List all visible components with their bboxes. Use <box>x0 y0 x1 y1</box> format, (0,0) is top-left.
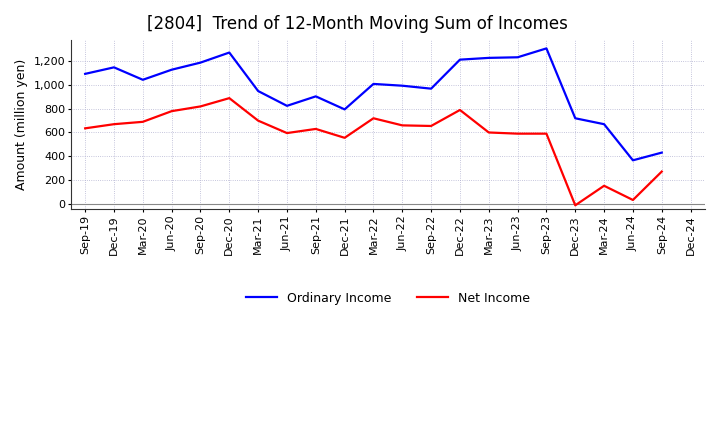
Net Income <box>109 121 118 127</box>
Ordinary Income <box>542 46 551 51</box>
Line: Net Income: Net Income <box>85 98 662 205</box>
Net Income <box>225 95 233 101</box>
Net Income <box>81 126 89 131</box>
Ordinary Income <box>398 83 407 88</box>
Ordinary Income <box>571 116 580 121</box>
Net Income <box>196 104 204 109</box>
Net Income <box>283 130 292 136</box>
Net Income <box>485 130 493 135</box>
Net Income <box>657 169 666 174</box>
Net Income <box>427 123 436 128</box>
Ordinary Income <box>485 55 493 61</box>
Net Income <box>167 109 176 114</box>
Net Income <box>600 183 608 188</box>
Ordinary Income <box>629 158 637 163</box>
Ordinary Income <box>427 86 436 92</box>
Ordinary Income <box>254 88 263 94</box>
Net Income <box>398 123 407 128</box>
Net Income <box>542 131 551 136</box>
Ordinary Income <box>369 81 378 87</box>
Ordinary Income <box>167 67 176 72</box>
Net Income <box>254 118 263 123</box>
Text: [2804]  Trend of 12-Month Moving Sum of Incomes: [2804] Trend of 12-Month Moving Sum of I… <box>147 15 568 33</box>
Net Income <box>312 126 320 132</box>
Ordinary Income <box>81 71 89 77</box>
Ordinary Income <box>657 150 666 155</box>
Ordinary Income <box>600 121 608 127</box>
Line: Ordinary Income: Ordinary Income <box>85 48 662 160</box>
Ordinary Income <box>513 55 522 60</box>
Net Income <box>629 198 637 203</box>
Ordinary Income <box>138 77 147 82</box>
Legend: Ordinary Income, Net Income: Ordinary Income, Net Income <box>241 287 535 310</box>
Net Income <box>341 135 349 140</box>
Ordinary Income <box>109 65 118 70</box>
Net Income <box>369 116 378 121</box>
Y-axis label: Amount (million yen): Amount (million yen) <box>15 59 28 191</box>
Ordinary Income <box>456 57 464 62</box>
Ordinary Income <box>225 50 233 55</box>
Ordinary Income <box>341 107 349 112</box>
Net Income <box>138 119 147 125</box>
Net Income <box>571 203 580 208</box>
Ordinary Income <box>312 94 320 99</box>
Ordinary Income <box>196 60 204 65</box>
Ordinary Income <box>283 103 292 109</box>
Net Income <box>513 131 522 136</box>
Net Income <box>456 107 464 113</box>
